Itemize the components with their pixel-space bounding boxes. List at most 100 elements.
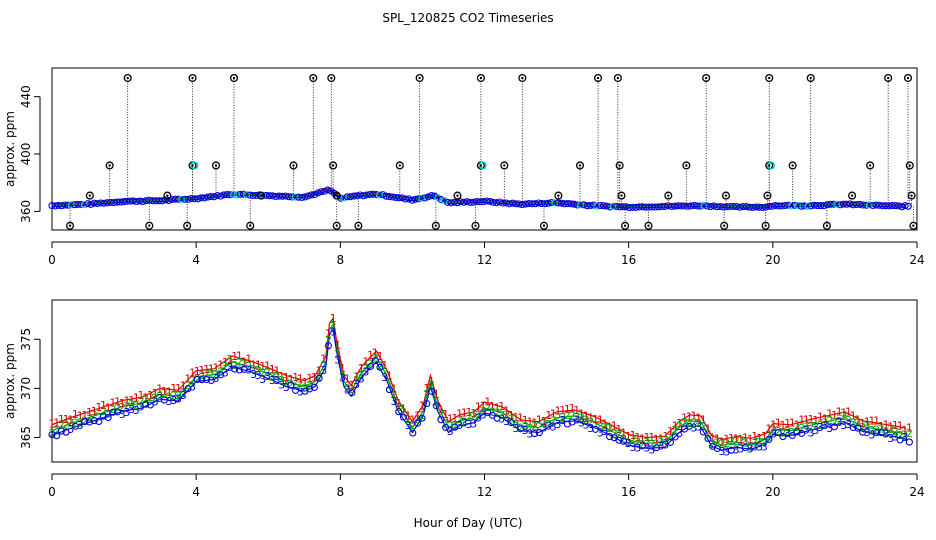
series-marker: 2 [690, 417, 697, 430]
outlier-point [123, 73, 132, 83]
series-marker: 2 [456, 413, 463, 426]
outlier-point [289, 161, 298, 170]
outlier-point-core [521, 76, 524, 80]
series-marker: 2 [765, 431, 772, 444]
data-point [165, 196, 173, 204]
outlier-point-core [259, 194, 263, 197]
data-point [424, 193, 432, 201]
series-marker: 2 [484, 401, 491, 414]
series-marker: 1 [719, 436, 726, 449]
data-point [213, 191, 221, 200]
data-point [873, 429, 881, 437]
x-tick-label: 12 [477, 485, 492, 499]
series-marker: 1 [170, 382, 177, 395]
series-marker: 2 [742, 436, 749, 449]
outlier-point [575, 161, 585, 170]
series-marker: 1 [789, 417, 796, 430]
series-marker: 1 [133, 392, 140, 405]
outlier-point-core [685, 164, 688, 167]
series-marker: 1 [639, 433, 646, 446]
data-point [496, 198, 504, 206]
series-marker: 2 [316, 371, 323, 384]
series-marker: 3 [817, 421, 824, 434]
series-marker: 1 [840, 407, 847, 420]
series-marker: 1 [878, 420, 885, 433]
data-point [620, 437, 628, 445]
series-marker: 3 [761, 441, 768, 454]
series-marker: 2 [255, 364, 262, 377]
series-marker: 1 [751, 430, 758, 443]
series-marker: 3 [283, 381, 290, 394]
series-marker: 1 [428, 375, 435, 388]
series-marker: 2 [325, 334, 332, 347]
outlier-point-core [108, 164, 111, 167]
series-marker: 1 [653, 433, 660, 446]
series-marker: 1 [138, 389, 145, 402]
series-marker: 3 [836, 416, 843, 429]
outlier-point-core [456, 194, 459, 197]
data-point [765, 435, 773, 443]
series-marker: 1 [686, 410, 693, 423]
series-marker: 3 [690, 421, 697, 434]
series-marker: 2 [719, 438, 726, 451]
series-marker: 3 [868, 429, 875, 442]
series-marker: 2 [264, 365, 271, 378]
series-marker: 3 [541, 421, 548, 434]
data-point [243, 191, 251, 199]
series-marker: 1 [564, 403, 571, 416]
outlier-point-core [578, 164, 582, 167]
data-point [193, 375, 201, 383]
data-point [239, 190, 247, 198]
series-marker: 1 [508, 409, 515, 422]
data-point [371, 357, 379, 365]
series-marker: 3 [245, 363, 252, 376]
series-marker: 1 [737, 433, 744, 446]
data-point [85, 418, 94, 426]
series-marker: 3 [756, 441, 763, 454]
series-marker: 2 [854, 417, 861, 430]
series-marker: 2 [705, 428, 712, 441]
data-point [499, 199, 507, 207]
series-marker: 1 [630, 429, 637, 442]
data-point [203, 375, 211, 384]
series-marker: 1 [283, 371, 290, 384]
series-marker: 3 [77, 419, 84, 432]
data-point [779, 433, 787, 441]
data-point [820, 202, 828, 210]
data-point [554, 199, 562, 207]
series-marker: 2 [653, 438, 660, 451]
series-marker: 1 [747, 433, 754, 446]
data-point [713, 444, 721, 453]
data-point [442, 423, 450, 431]
series-marker: 2 [503, 409, 510, 422]
series-marker: 2 [386, 379, 393, 392]
series-marker: 1 [592, 413, 599, 426]
series-marker: 3 [644, 441, 651, 454]
series-marker: 2 [498, 409, 505, 422]
data-point [155, 197, 163, 205]
series-marker: 1 [184, 372, 191, 385]
outlier-point [763, 191, 772, 200]
data-point [146, 401, 154, 409]
series-marker: 2 [124, 400, 131, 413]
data-point [77, 200, 85, 208]
series-marker: 1 [601, 417, 608, 430]
series-marker: 2 [897, 429, 904, 442]
series-marker: 2 [480, 405, 487, 418]
series-marker: 1 [255, 359, 262, 372]
series-marker: 2 [512, 418, 519, 431]
series-marker: 1 [522, 414, 529, 427]
outlier-point [621, 221, 630, 230]
series-marker: 2 [288, 378, 295, 391]
data-point [198, 376, 206, 384]
data-point [568, 418, 576, 426]
data-point [671, 433, 679, 441]
data-point [306, 385, 314, 393]
series-marker: 1 [611, 419, 618, 432]
data-point [843, 200, 851, 208]
outlier-point-core [330, 76, 333, 80]
data-point [466, 198, 474, 206]
highlight-point [190, 161, 199, 170]
outlier-point [309, 73, 318, 83]
series-marker: 1 [489, 400, 496, 413]
